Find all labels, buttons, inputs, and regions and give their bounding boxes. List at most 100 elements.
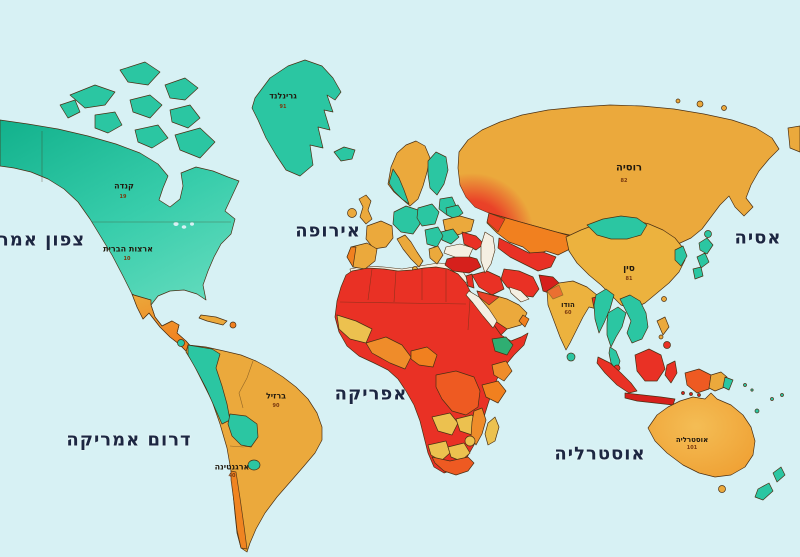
region-new-guinea-west (684, 368, 712, 394)
index-australia: 101 (686, 445, 698, 451)
region-central-asia (497, 237, 557, 272)
region-portugal (346, 246, 357, 268)
region-korea (674, 245, 688, 267)
region-mozambique (470, 407, 487, 446)
label-country-russia: רוסיה (615, 162, 643, 174)
label-continent-south-america: דרום אמריקה (66, 429, 192, 451)
region-new-guinea-tip (722, 376, 734, 391)
index-china: 81 (625, 276, 633, 282)
region-greenland (251, 59, 342, 177)
region-philippines-islet (658, 334, 664, 340)
region-norway-south (388, 168, 410, 205)
region-new-zealand (754, 466, 786, 501)
caspian-sea (480, 231, 496, 274)
region-australia (647, 392, 756, 478)
region-sri-lanka (566, 352, 576, 362)
region-sulawesi (664, 360, 678, 384)
index-india: 60 (564, 310, 572, 316)
region-italy (396, 234, 424, 268)
index-brazil: 90 (272, 403, 280, 409)
region-thailand (606, 306, 627, 348)
region-tanzania (481, 380, 507, 404)
region-zimbabwe (464, 435, 476, 447)
region-chile (230, 470, 248, 550)
region-drc (435, 370, 481, 416)
border-brazil-west (238, 360, 254, 409)
region-germany-central-europe (392, 205, 421, 235)
region-finland (427, 151, 449, 196)
border-usa-mexico (132, 294, 152, 301)
persian-gulf (508, 286, 530, 303)
index-usa: 10 (123, 256, 131, 262)
region-saudi-north (476, 290, 500, 306)
label-continent-north-america: צפון אמריקה (0, 229, 86, 251)
index-russia: 82 (620, 178, 628, 184)
region-uruguay (247, 459, 261, 471)
region-angola (431, 412, 459, 436)
africa-internal-borders (339, 268, 471, 331)
region-balkans (424, 226, 444, 248)
region-lesser-sunda-islands (681, 391, 701, 397)
region-madagascar (484, 416, 500, 446)
region-caucasus (461, 231, 485, 251)
region-india-northwest (546, 284, 564, 300)
region-sumatra (596, 356, 638, 394)
region-philippines-mindanao (663, 341, 671, 349)
region-arctic-islet (675, 98, 681, 104)
label-country-argentina: ארגנטינה (214, 462, 250, 472)
region-japan (692, 230, 714, 280)
region-arctic-islands (59, 61, 216, 159)
label-country-canada: קנדה (114, 181, 134, 191)
region-ethiopia (491, 336, 514, 356)
label-country-greenland: גרינלנד (269, 91, 297, 101)
region-arctic-islet (721, 105, 727, 111)
region-botswana (447, 442, 471, 462)
region-syria-iraq (471, 270, 505, 296)
region-namibia (427, 440, 451, 462)
region-west-africa-orange (365, 336, 412, 370)
label-country-india: הודו (561, 301, 575, 309)
region-levant (465, 273, 475, 289)
region-greece (428, 245, 444, 265)
label-country-china: סין (623, 264, 635, 274)
great-lake (190, 222, 194, 226)
region-bolivia-paraguay (227, 413, 259, 448)
red-sea (465, 290, 498, 329)
label-country-usa: ארצות הברית (103, 244, 153, 254)
region-iceland (333, 146, 356, 162)
region-ireland (347, 208, 357, 218)
label-continent-asia: אסיה (734, 227, 782, 249)
region-nigeria (410, 346, 438, 368)
great-lake (173, 222, 179, 226)
region-costa-rica (177, 339, 185, 347)
label-continent-australia: אוסטרליה (554, 443, 646, 465)
region-mongolia (586, 215, 648, 240)
region-chukotka (787, 125, 800, 153)
label-country-brazil: ברזיל (265, 391, 287, 401)
index-greenland: 91 (279, 104, 287, 110)
region-kenya (491, 360, 513, 382)
region-india (546, 280, 604, 351)
index-argentina: 40 (228, 473, 236, 479)
region-indochina (619, 294, 649, 344)
region-south-africa (431, 456, 475, 476)
region-uk (358, 194, 373, 225)
index-canada: 19 (119, 194, 127, 200)
region-north-america (0, 119, 240, 354)
region-myanmar (593, 288, 615, 334)
region-borneo (634, 348, 666, 382)
region-taiwan (661, 296, 667, 302)
great-lake (181, 225, 187, 229)
region-hispaniola (229, 321, 237, 329)
region-kazakhstan-west (486, 212, 506, 233)
region-poland (416, 203, 440, 227)
region-pacific-islands (743, 383, 784, 414)
region-cuba (198, 314, 228, 326)
black-sea (443, 243, 474, 258)
border-argentina-north (229, 445, 253, 448)
region-kazakhstan (486, 212, 575, 257)
region-arctic-islet (696, 100, 704, 108)
region-iran (500, 268, 540, 298)
label-country-australia: אוסטרליה (675, 436, 709, 444)
